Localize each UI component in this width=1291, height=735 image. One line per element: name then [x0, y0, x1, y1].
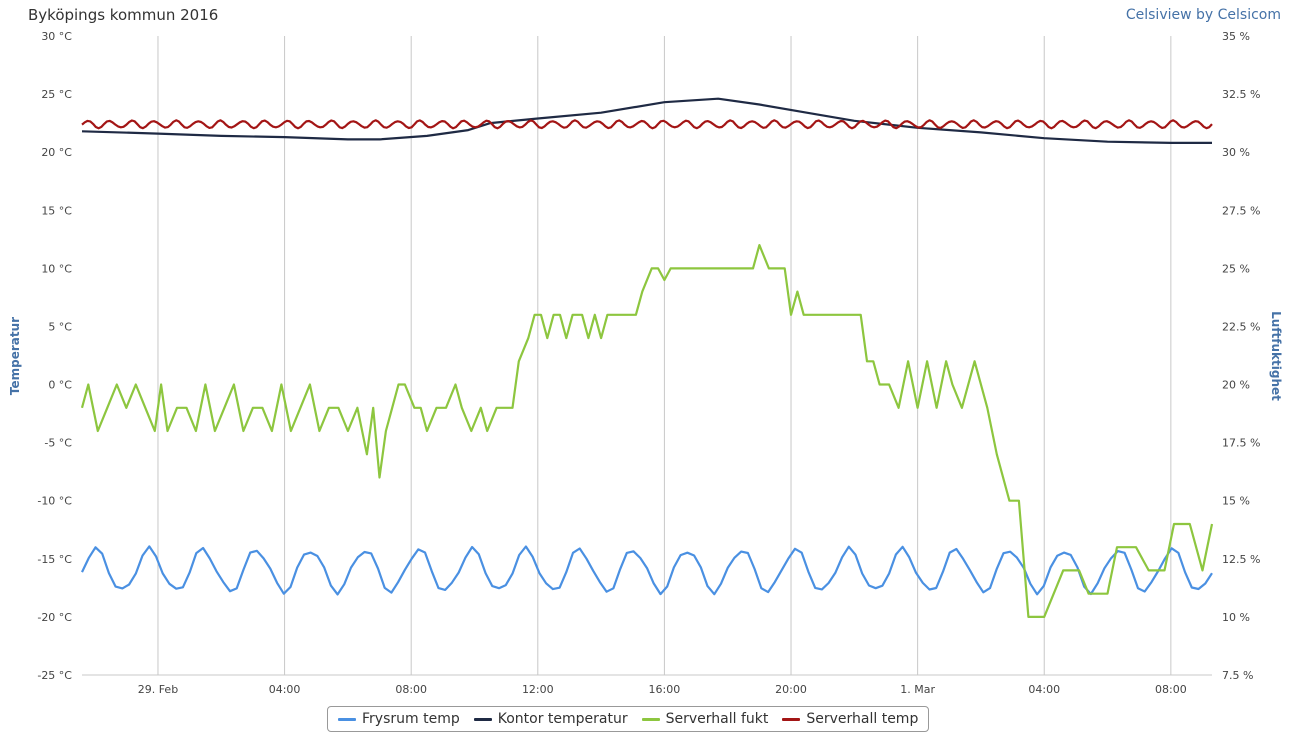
legend-item-kontor-temperatur[interactable]: Kontor temperatur [473, 711, 628, 727]
legend-item-serverhall-fukt[interactable]: Serverhall fukt [641, 711, 769, 727]
x-tick-label: 20:00 [775, 683, 807, 696]
left-tick-label: 30 °C [41, 30, 72, 43]
legend-swatch [338, 717, 356, 721]
left-tick-label: 0 °C [48, 379, 72, 392]
left-axis-title: Temperatur [8, 317, 22, 395]
x-axis-ticks: 29. Feb 04:00 08:00 12:00 16:00 20:00 1. Mar 04… [138, 683, 1187, 696]
x-tick-label: 04:00 [269, 683, 301, 696]
legend-swatch [782, 717, 801, 721]
credit-link[interactable]: Celsiview by Celsicom [1125, 7, 1281, 23]
legend-label: Frysrum temp [362, 711, 460, 727]
line-chart: 30 °C 25 °C 20 °C 15 °C 10 °C 5 °C 0 °C -5 °C -1… [8, 30, 1283, 696]
x-tick-label: 1. Mar [900, 683, 935, 696]
right-tick-label: 20 % [1222, 379, 1250, 392]
legend-label: Serverhall temp [806, 711, 919, 727]
left-tick-label: -10 °C [37, 495, 72, 508]
x-tick-label: 08:00 [1155, 683, 1187, 696]
x-tick-label: 16:00 [649, 683, 681, 696]
right-tick-label: 15 % [1222, 495, 1250, 508]
x-tick-label: 12:00 [522, 683, 554, 696]
legend-label: Serverhall fukt [665, 711, 769, 727]
left-tick-label: 20 °C [41, 146, 72, 159]
left-tick-label: 25 °C [41, 88, 72, 101]
left-tick-label: 10 °C [41, 262, 72, 275]
right-tick-label: 17.5 % [1222, 437, 1260, 450]
right-tick-label: 32.5 % [1222, 88, 1260, 101]
left-tick-label: 15 °C [41, 204, 72, 217]
left-tick-label: 5 °C [48, 320, 72, 333]
right-tick-label: 30 % [1222, 146, 1250, 159]
legend: Frysrum temp Kontor temperatur Serverhal… [327, 706, 930, 732]
legend-item-frysrum-temp[interactable]: Frysrum temp [338, 711, 460, 727]
legend-swatch [641, 717, 660, 721]
right-tick-label: 22.5 % [1222, 320, 1260, 333]
left-tick-label: -20 °C [37, 611, 72, 624]
legend-label: Kontor temperatur [497, 711, 628, 727]
right-tick-label: 35 % [1222, 30, 1250, 43]
right-tick-label: 12.5 % [1222, 553, 1260, 566]
right-axis-ticks: 35 % 32.5 % 30 % 27.5 % 25 % 22.5 % 20 % 17.5 %… [1222, 30, 1260, 682]
legend-swatch [473, 717, 492, 721]
left-axis-ticks: 30 °C 25 °C 20 °C 15 °C 10 °C 5 °C 0 °C -5 °C -1… [37, 30, 72, 682]
series-line-kontor-temperatur [81, 97, 1212, 144]
chart-title: Byköpings kommun 2016 [28, 6, 219, 24]
left-tick-label: -15 °C [37, 553, 72, 566]
right-tick-label: 10 % [1222, 611, 1250, 624]
right-tick-label: 27.5 % [1222, 204, 1260, 217]
series-group [80, 97, 1214, 618]
x-tick-label: 08:00 [395, 683, 427, 696]
left-tick-label: -5 °C [44, 437, 72, 450]
series-line-frysrum-temp [81, 545, 1213, 596]
series-line-serverhall-fukt [80, 244, 1214, 618]
right-tick-label: 25 % [1222, 262, 1250, 275]
right-tick-label: 7.5 % [1222, 669, 1253, 682]
x-tick-label: 04:00 [1028, 683, 1060, 696]
x-tick-label: 29. Feb [138, 683, 178, 696]
series-line-serverhall-temp [81, 119, 1213, 130]
legend-item-serverhall-temp[interactable]: Serverhall temp [782, 711, 918, 727]
left-tick-label: -25 °C [37, 669, 72, 682]
right-axis-title: Luftfuktighet [1269, 311, 1283, 401]
grid-lines [82, 36, 1212, 676]
